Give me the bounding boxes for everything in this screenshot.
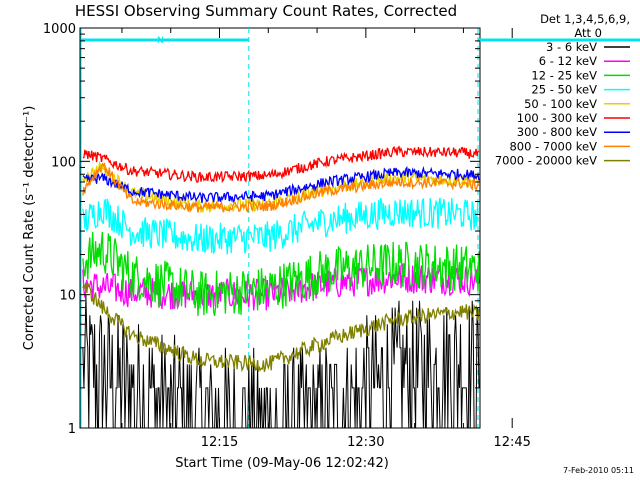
legend-label-6: 300 - 800 keV	[517, 125, 597, 139]
series-line-0	[82, 294, 480, 429]
series-line-2	[82, 231, 480, 316]
legend-label-4: 50 - 100 keV	[524, 97, 597, 111]
y-tick-label-2: 100	[51, 155, 76, 170]
series-line-4	[82, 160, 480, 213]
y-tick-label-3: 1000	[43, 22, 76, 37]
y-axis-label: Corrected Count Rate (s⁻¹ detector⁻¹)	[22, 106, 37, 351]
legend-title-line-1: Det 1,3,4,5,6,9,	[540, 12, 630, 26]
legend-label-2: 12 - 25 keV	[531, 68, 597, 82]
y-axis: 1 10 100 1000	[43, 22, 480, 437]
series-line-5	[82, 145, 480, 184]
legend-title-line-2: Att 0	[574, 26, 602, 40]
night-marker-label: N	[157, 36, 164, 46]
x-tick-label-2: 12:45	[493, 435, 530, 450]
series-line-7	[82, 162, 480, 214]
x-tick-label-1: 12:30	[347, 435, 384, 450]
legend-label-7: 800 - 7000 keV	[509, 139, 597, 153]
footer-date: 7-Feb-2010 05:11	[563, 466, 634, 475]
y-tick-label-1: 10	[59, 289, 76, 304]
series-line-3	[82, 197, 480, 255]
legend-label-1: 6 - 12 keV	[539, 54, 597, 68]
chart-title: HESSI Observing Summary Count Rates, Cor…	[75, 2, 457, 20]
series-layer	[82, 145, 480, 429]
series-line-6	[82, 165, 480, 204]
legend-label-3: 25 - 50 keV	[531, 83, 597, 97]
series-line-8	[82, 281, 480, 373]
legend-label-8: 7000 - 20000 keV	[495, 154, 597, 168]
legend-label-5: 100 - 300 keV	[517, 111, 597, 125]
y-tick-label-0: 1	[68, 422, 76, 437]
x-tick-label-0: 12:15	[201, 435, 238, 450]
x-axis-label: Start Time (09-May-06 12:02:42)	[175, 456, 389, 471]
legend-label-0: 3 - 6 keV	[546, 40, 597, 54]
plot-area: N	[79, 27, 640, 429]
